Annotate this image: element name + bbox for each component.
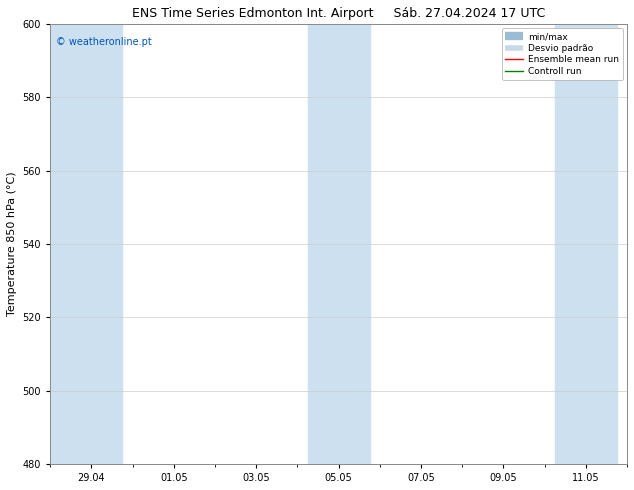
Bar <box>555 24 617 464</box>
Bar <box>60 24 122 464</box>
Text: © weatheronline.pt: © weatheronline.pt <box>56 37 152 47</box>
Legend: min/max, Desvio padrão, Ensemble mean run, Controll run: min/max, Desvio padrão, Ensemble mean ru… <box>501 28 623 80</box>
Bar <box>50 24 71 464</box>
Y-axis label: Temperature 850 hPa (°C): Temperature 850 hPa (°C) <box>7 172 17 316</box>
Bar <box>307 24 370 464</box>
Title: ENS Time Series Edmonton Int. Airport     Sáb. 27.04.2024 17 UTC: ENS Time Series Edmonton Int. Airport Sá… <box>132 7 545 20</box>
